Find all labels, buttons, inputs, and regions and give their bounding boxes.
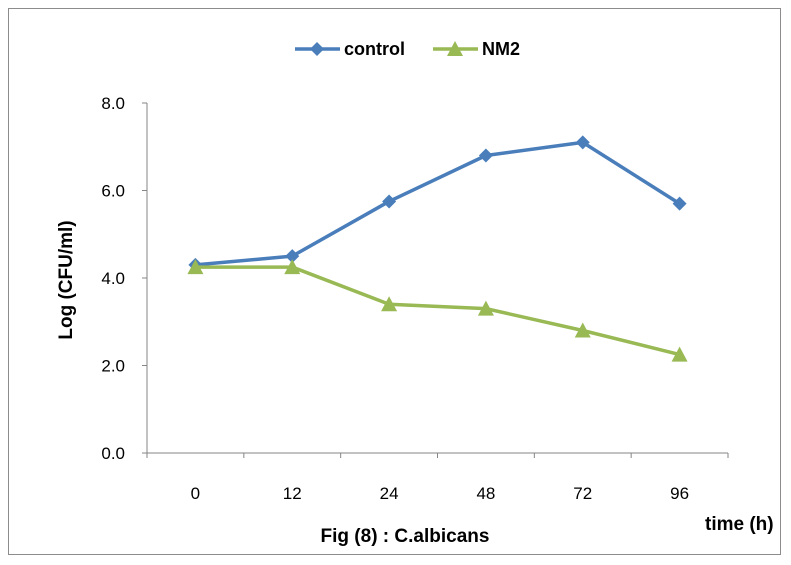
y-tick-label: 8.0 — [101, 94, 125, 113]
data-point — [575, 135, 590, 150]
y-tick-label: 6.0 — [101, 182, 125, 201]
legend-label: control — [344, 39, 405, 59]
data-point — [671, 346, 688, 362]
x-tick-label: 48 — [476, 484, 495, 503]
series-control — [188, 135, 687, 272]
legend-label: NM2 — [482, 39, 520, 59]
x-tick-label: 0 — [191, 484, 200, 503]
data-point — [284, 259, 301, 275]
x-tick-label: 96 — [670, 484, 689, 503]
x-axis-title: time (h) — [705, 514, 774, 535]
y-tick-label: 0.0 — [101, 444, 125, 463]
series-line — [195, 140, 681, 267]
y-axis-title: Log (CFU/ml) — [56, 220, 77, 339]
figure-caption: Fig (8) : C.albicans — [321, 526, 490, 547]
x-axis: 0 12 24 48 72 96 — [146, 452, 729, 503]
x-tick-label: 72 — [573, 484, 592, 503]
data-point — [477, 300, 494, 316]
data-point — [478, 148, 493, 163]
data-point — [187, 259, 204, 275]
y-axis: 0.0 2.0 4.0 6.0 8.0 — [101, 94, 148, 463]
y-tick-label: 4.0 — [101, 269, 125, 288]
series-line — [195, 265, 681, 357]
legend-item-control: control — [295, 39, 405, 59]
x-tick-label: 24 — [380, 484, 399, 503]
legend: control NM2 — [295, 39, 520, 59]
data-point — [285, 249, 300, 264]
y-tick-label: 2.0 — [101, 357, 125, 376]
series-nm2 — [187, 259, 688, 362]
series-layer — [187, 135, 688, 362]
legend-marker — [310, 42, 324, 56]
data-point — [672, 196, 687, 211]
legend-item-nm2: NM2 — [433, 39, 520, 59]
legend-marker — [447, 41, 463, 56]
x-tick-label: 12 — [283, 484, 302, 503]
data-point — [574, 322, 591, 338]
data-point — [381, 296, 398, 312]
data-point — [382, 194, 397, 209]
chart-frame — [8, 8, 781, 555]
